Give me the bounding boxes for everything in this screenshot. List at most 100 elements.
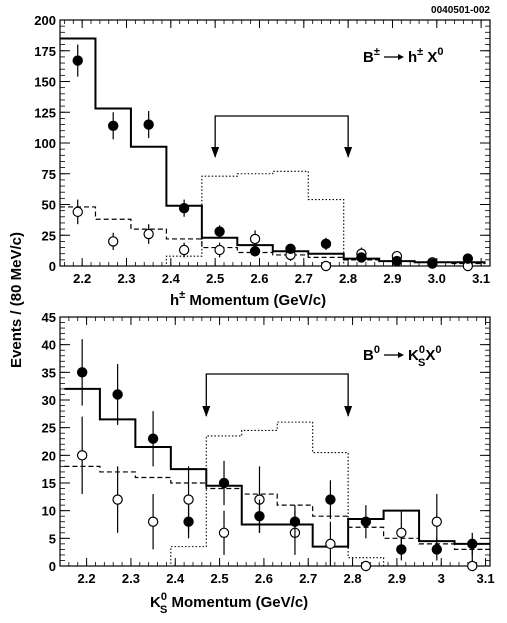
- figure-id: 0040501-002: [431, 5, 490, 16]
- filled-data-point: [356, 252, 367, 263]
- open-data-point-marker: [325, 538, 336, 550]
- x-tick-label: 2.7: [295, 271, 313, 286]
- filled-data-point-marker: [143, 119, 154, 130]
- open-data-point: [112, 466, 123, 533]
- y-tick-label: 50: [42, 198, 56, 213]
- svg-text:h± X0: h± X0: [408, 46, 444, 66]
- continuum-histogram-dashed: [64, 465, 490, 550]
- x-tick-label: 2.4: [162, 271, 181, 286]
- y-tick-label: 100: [34, 136, 56, 151]
- y-tick-label: 35: [42, 365, 56, 380]
- filled-data-point: [320, 237, 332, 251]
- open-data-point-marker: [76, 450, 88, 461]
- x-tick-label: 2.8: [344, 571, 362, 586]
- open-data-point-marker: [107, 236, 119, 247]
- open-data-point-marker: [396, 527, 407, 539]
- filled-data-point-marker: [107, 120, 119, 131]
- signal-mc-histogram-dotted: [60, 170, 486, 266]
- open-data-point-marker: [143, 228, 154, 240]
- open-data-point: [107, 232, 119, 251]
- filled-data-point: [107, 112, 119, 140]
- x-tick-label: 2.4: [166, 571, 185, 586]
- right-arrow-head: [344, 406, 353, 417]
- y-tick-label: 175: [34, 44, 56, 59]
- open-data-point: [178, 242, 190, 258]
- filled-data-point-marker: [72, 55, 83, 66]
- signal-mc-histogram-dotted: [64, 421, 490, 566]
- open-data-point-marker: [467, 560, 478, 572]
- left-arrow-head: [211, 147, 220, 158]
- y-tick-label: 150: [34, 75, 56, 90]
- x-axis-label: K0 S Momentum (GeV/c): [150, 591, 308, 616]
- x-tick-label: 2.9: [383, 271, 401, 286]
- x-tick-label: 3.1: [472, 271, 490, 286]
- filled-data-point-marker: [427, 258, 438, 269]
- x-tick-label: 2.2: [73, 271, 91, 286]
- filled-data-point-marker: [289, 516, 301, 527]
- open-data-point-marker: [218, 527, 230, 539]
- y-tick-label: 15: [42, 476, 56, 491]
- filled-data-point-marker: [391, 255, 403, 267]
- total-background-histogram-solid: [64, 387, 490, 548]
- decay-arrow-head: [398, 352, 404, 358]
- filled-data-point: [218, 460, 230, 506]
- open-data-point: [72, 199, 83, 225]
- open-data-point: [320, 260, 332, 272]
- open-data-point-marker: [72, 206, 83, 218]
- filled-data-point: [76, 339, 88, 406]
- filled-data-point: [183, 505, 194, 539]
- svg-text:B±: B±: [363, 46, 380, 66]
- filled-data-point-marker: [356, 252, 367, 263]
- y-tick-label: 5: [49, 531, 56, 546]
- top-panel: 2.2 2.3 2.4 2.5 2.6 2.7 2.8 2.9 3.0 3.1 0 25 50 75 100…: [34, 13, 491, 309]
- open-data-point-marker: [360, 560, 372, 572]
- open-data-point: [218, 510, 230, 555]
- y-tick-label: 0: [49, 559, 56, 574]
- plot-frame: [59, 316, 491, 567]
- open-data-point: [325, 521, 336, 566]
- shared-y-axis-label: Events / (80 MeV/c): [8, 232, 25, 368]
- x-tick-label: 2.3: [122, 571, 140, 586]
- filled-data-point-marker: [112, 389, 123, 400]
- filled-data-point: [289, 505, 301, 539]
- x-tick-label: 2.9: [388, 571, 406, 586]
- filled-data-point-marker: [254, 511, 265, 522]
- filled-data-point-marker: [396, 544, 407, 555]
- filled-data-point: [178, 199, 190, 217]
- filled-data-point: [143, 111, 154, 139]
- y-tick-label: 125: [34, 105, 56, 120]
- x-tick-label: 2.3: [117, 271, 135, 286]
- y-tick-label: 25: [42, 421, 56, 436]
- filled-data-point: [467, 532, 478, 555]
- y-tick-label: 40: [42, 338, 56, 353]
- x-tick-label: 2.8: [339, 271, 357, 286]
- y-tick-label: 0: [49, 259, 56, 274]
- decay-arrow-head: [398, 54, 404, 60]
- filled-data-point-marker: [76, 367, 88, 378]
- open-data-point-marker: [214, 244, 225, 256]
- filled-data-point-marker: [249, 246, 261, 257]
- decay-label: B0 K0 SX0: [363, 344, 441, 369]
- x-tick-label: 3: [438, 571, 445, 586]
- filled-data-point-marker: [218, 477, 230, 489]
- right-arrow-head: [344, 147, 353, 158]
- filled-data-point-marker: [214, 226, 225, 237]
- signal-window-bracket: [202, 373, 353, 417]
- filled-data-point: [254, 499, 265, 533]
- y-tick-label: 200: [34, 13, 56, 28]
- x-tick-label: 2.2: [78, 571, 96, 586]
- x-tick-label: 2.6: [250, 271, 268, 286]
- open-data-point: [214, 242, 225, 258]
- left-arrow-head: [202, 406, 211, 417]
- x-axis-label: h± Momentum (GeV/c): [170, 289, 326, 309]
- filled-data-point-marker: [462, 253, 474, 264]
- filled-data-point-marker: [320, 238, 332, 250]
- continuum-histogram-dashed: [60, 206, 486, 265]
- open-data-point-marker: [183, 494, 194, 505]
- open-data-point-marker: [112, 494, 123, 505]
- open-data-point: [76, 416, 88, 495]
- total-background-histogram-solid: [60, 37, 486, 264]
- open-data-point: [249, 230, 261, 248]
- decay-label: B± h± X0: [363, 46, 444, 66]
